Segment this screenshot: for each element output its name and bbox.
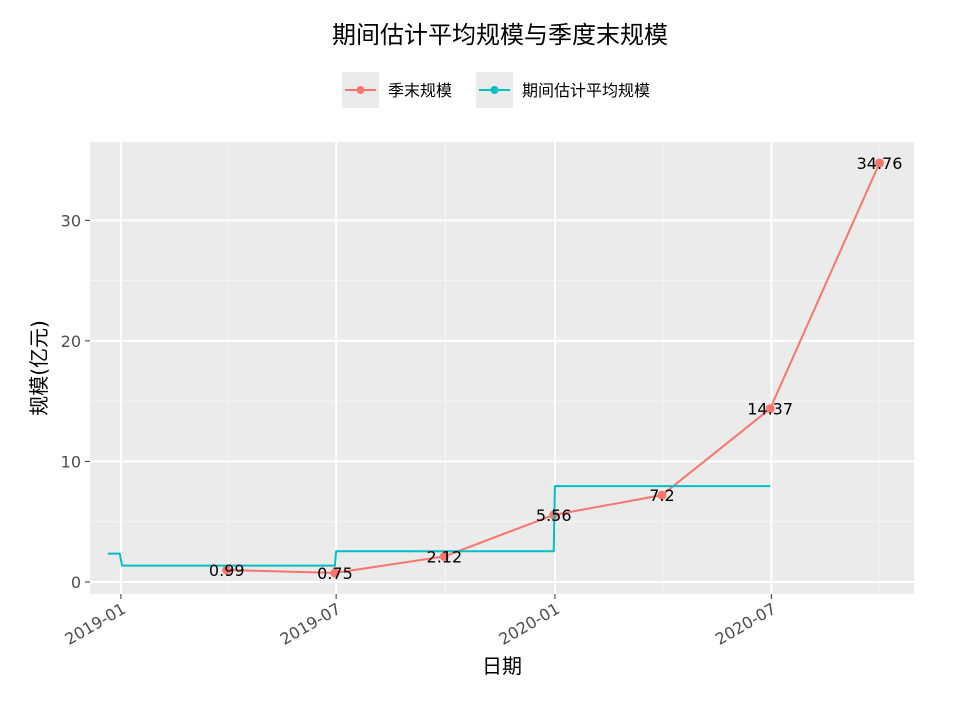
legend-key-point-1	[490, 86, 499, 94]
chart-title: 期间估计平均规模与季度末规模	[332, 21, 668, 49]
data-point	[222, 565, 232, 575]
data-point	[657, 490, 667, 500]
y-axis-title: 规模(亿元)	[27, 320, 51, 416]
x-tick-label: 2019-07	[277, 599, 344, 649]
data-label: 0.75	[317, 564, 353, 583]
y-tick-label: 30	[61, 211, 81, 230]
plot-panel	[90, 142, 914, 594]
data-point	[875, 158, 885, 168]
y-tick-label: 0	[71, 573, 81, 592]
data-label: 5.56	[536, 506, 572, 525]
data-label: 14.37	[747, 400, 793, 419]
data-label: 0.99	[209, 561, 245, 580]
x-tick-label: 2019-01	[62, 599, 129, 649]
data-label: 7.2	[649, 486, 674, 505]
data-label: 2.12	[427, 547, 463, 566]
data-point	[330, 568, 340, 578]
x-axis-title: 日期	[482, 654, 522, 678]
x-tick-label: 2020-01	[496, 599, 563, 649]
legend-key-point-0	[356, 86, 365, 94]
legend-label-1: 期间估计平均规模	[522, 81, 650, 100]
x-tick-label: 2020-07	[712, 599, 779, 649]
data-point	[765, 404, 775, 414]
legend: 季末规模 期间估计平均规模	[342, 72, 650, 108]
legend-label-0: 季末规模	[388, 81, 452, 100]
data-label: 34.76	[857, 154, 903, 173]
y-tick-label: 20	[61, 332, 81, 351]
y-tick-label: 10	[61, 452, 81, 471]
series-line-period-average	[107, 485, 771, 567]
data-labels: 0.99 0.75 2.12 5.56 7.2 14.37 34.76	[209, 154, 902, 583]
data-point	[439, 551, 449, 561]
series	[107, 158, 885, 578]
